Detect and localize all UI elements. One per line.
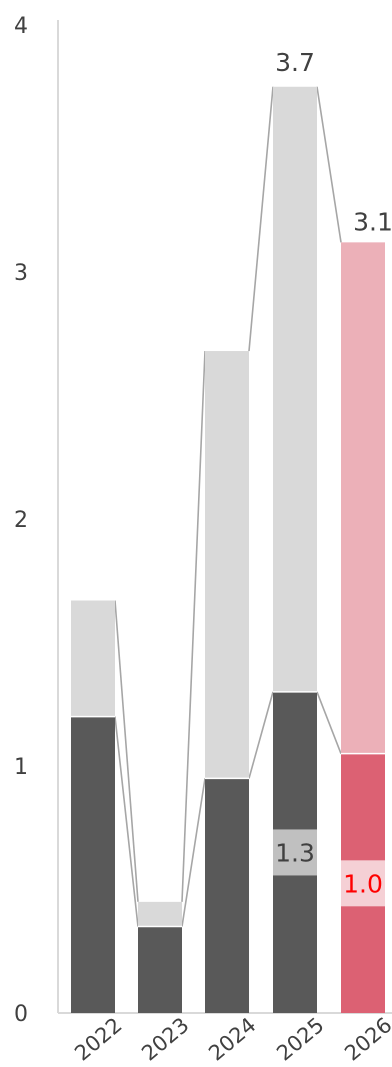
connector-total-2022 — [114, 600, 139, 902]
connector-lines — [114, 86, 342, 927]
data-label-background-2025 — [273, 829, 317, 876]
connector-total-2024 — [248, 86, 274, 352]
total-label-2026: 3.1 — [353, 207, 392, 236]
connector-lower-2024 — [248, 691, 274, 779]
x-tick-label-2024: 2024 — [204, 1013, 260, 1066]
bar-lower-2023 — [138, 926, 182, 1013]
connector-lower-2022 — [114, 716, 139, 927]
lower-label-2025: 1.3 — [275, 838, 315, 867]
bars — [71, 86, 385, 1013]
bar-upper-2024 — [205, 351, 249, 779]
bar-lower-2024 — [205, 778, 249, 1013]
y-tick-label-0: 0 — [14, 1002, 28, 1027]
x-tick-label-2025: 2025 — [272, 1013, 328, 1066]
connector-total-2025 — [316, 86, 342, 243]
x-axis-ticks: 2022 2023 2024 2025 2026 — [70, 1013, 392, 1066]
data-label-background-2026 — [341, 860, 385, 907]
bar-upper-2023 — [138, 901, 182, 927]
x-tick-label-2026: 2026 — [340, 1013, 392, 1066]
connector-lower-2025 — [316, 691, 342, 754]
total-label-2025: 3.7 — [275, 48, 315, 77]
y-tick-label-3: 3 — [14, 261, 28, 286]
y-tick-label-1: 1 — [14, 755, 28, 780]
bar-upper-2025 — [273, 86, 317, 692]
y-tick-label-2: 2 — [14, 508, 28, 533]
lower-label-2026: 1.0 — [343, 869, 383, 898]
connector-lower-2023 — [181, 778, 206, 927]
bar-upper-2022 — [71, 600, 115, 717]
x-tick-label-2023: 2023 — [137, 1013, 193, 1066]
data-labels: 3.7 3.1 1.3 1.0 — [273, 48, 392, 907]
y-axis: 0 1 2 3 4 — [14, 14, 59, 1027]
x-tick-label-2022: 2022 — [70, 1013, 126, 1066]
bar-upper-2026 — [341, 242, 385, 754]
bar-lower-2022 — [71, 716, 115, 1013]
y-tick-label-4: 4 — [14, 14, 28, 39]
connector-total-2023 — [181, 351, 206, 902]
